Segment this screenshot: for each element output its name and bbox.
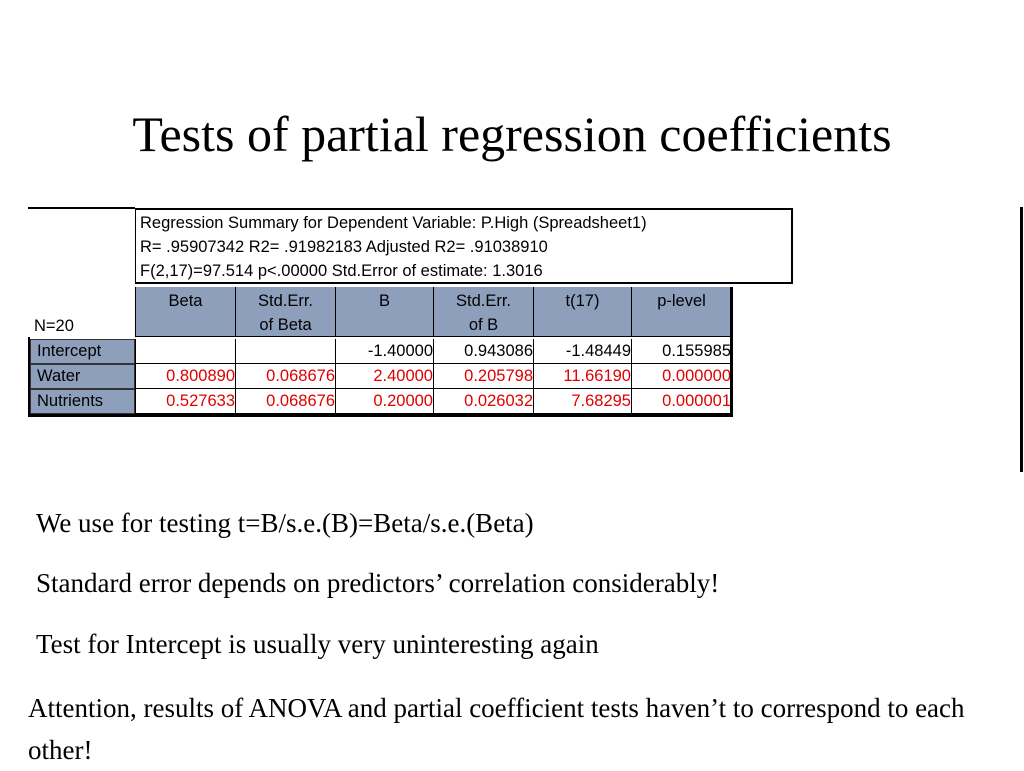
column-header-line: B [378,292,390,310]
column-header-line: of Beta [259,316,312,334]
table-cell: 0.527633 [135,389,235,414]
table-cell [135,339,235,364]
table-cell: 0.205798 [433,364,533,389]
table-bottom-border [28,414,733,417]
column-header-line: p-level [657,292,706,310]
table-cell: 11.66190 [533,364,631,389]
table-cell: 0.155985 [631,339,731,364]
row-label-intercept: Intercept [30,339,135,364]
n-label: N=20 [34,317,74,335]
column-header-p-level: p-level [631,287,731,337]
row-label-water: Water [30,364,135,389]
table-cell: 0.20000 [335,389,433,414]
table-cell: 0.026032 [433,389,533,414]
summary-line-1: Regression Summary for Dependent Variabl… [140,214,647,232]
table-top-rule [28,207,135,209]
column-header-line: Std.Err. [257,292,314,310]
table-cell: 0.068676 [235,389,335,414]
table-cell: 0.943086 [433,339,533,364]
column-header-std-err-b: Std.Err. of B [433,287,533,337]
regression-summary-box: Regression Summary for Dependent Variabl… [135,208,793,284]
column-header-t: t(17) [533,287,631,337]
column-header-b: B [335,287,433,337]
table-cell [235,339,335,364]
table-cell: 0.800890 [135,364,235,389]
table-right-border [730,287,733,417]
slide-title: Tests of partial regression coefficients [132,106,892,162]
table-left-border [28,337,30,417]
table-cell: 0.000000 [631,364,731,389]
paragraph-standard-error: Standard error depends on predictors’ co… [36,568,720,598]
table-cell: 0.000001 [631,389,731,414]
column-header-std-err-beta: Std.Err. of Beta [235,287,335,337]
column-header-line: of B [468,316,499,334]
table-cell: 0.068676 [235,364,335,389]
table-cell: -1.40000 [335,339,433,364]
column-header-line: Std.Err. [455,292,512,310]
paragraph-testing-formula: We use for testing t=B/s.e.(B)=Beta/s.e.… [36,508,534,538]
column-header-line: Beta [168,292,203,310]
column-header-line: t(17) [565,292,600,310]
row-label-nutrients: Nutrients [30,389,135,414]
paragraph-attention: Attention, results of ANOVA and partial … [28,693,965,765]
slide-edge-bar [1020,207,1023,472]
summary-line-3: F(2,17)=97.514 p<.00000 Std.Error of est… [140,262,543,280]
summary-line-2: R= .95907342 R2= .91982183 Adjusted R2= … [140,238,548,256]
table-cell: 7.68295 [533,389,631,414]
paragraph-intercept-test: Test for Intercept is usually very unint… [36,629,599,659]
table-cell: 2.40000 [335,364,433,389]
table-cell: -1.48449 [533,339,631,364]
column-header-beta: Beta [135,287,235,337]
